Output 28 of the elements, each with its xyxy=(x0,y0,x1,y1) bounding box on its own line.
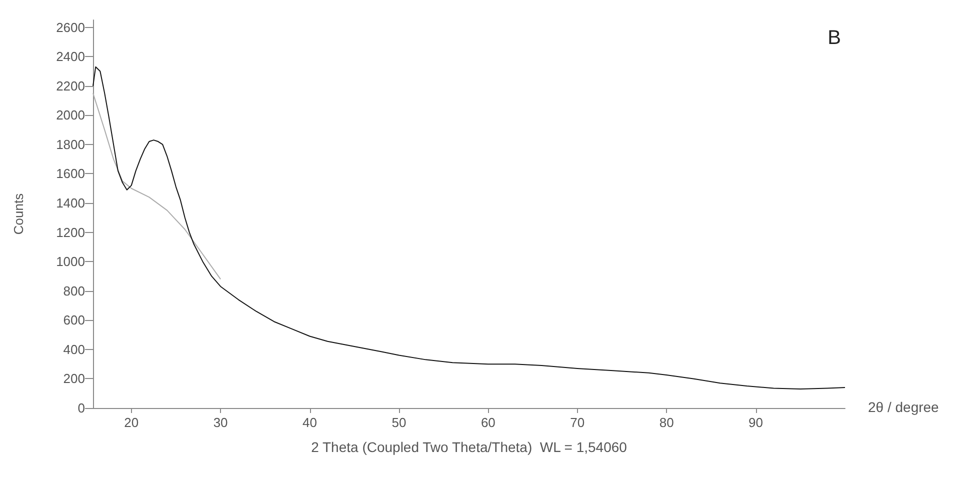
x-tick-label: 70 xyxy=(570,415,585,430)
x-tick-label: 90 xyxy=(748,415,764,430)
x-axis-title: 2 Theta (Coupled Two Theta/Theta) WL = 1,54060 xyxy=(311,439,628,455)
y-tick-label: 2400 xyxy=(56,49,85,64)
x-tick-label: 60 xyxy=(480,415,496,430)
annotation: B xyxy=(828,27,842,49)
y-tick-label: 2000 xyxy=(56,108,85,123)
y-tick-label: 200 xyxy=(63,371,85,386)
x-tick-label: 40 xyxy=(302,415,318,430)
y-tick-label: 800 xyxy=(63,283,85,298)
y-tick-label: 400 xyxy=(63,342,85,357)
y-tick-label: 0 xyxy=(78,400,85,416)
text: 2θ / degree xyxy=(868,399,940,415)
y-tick-label: 1000 xyxy=(56,254,85,270)
y-tick-label: 600 xyxy=(63,312,85,328)
y-tick-label: 1600 xyxy=(56,166,85,182)
x-tick-label: 30 xyxy=(213,415,228,430)
y-tick-label: 2600 xyxy=(56,20,85,35)
y-axis-title: Counts xyxy=(11,192,26,235)
y-tick-label: 1400 xyxy=(56,196,85,211)
x-tick-label: 50 xyxy=(392,415,406,430)
y-tick-label: 1200 xyxy=(56,224,85,240)
x-tick-label: 20 xyxy=(124,415,139,430)
y-tick-label: 2200 xyxy=(56,78,85,94)
line-series xyxy=(92,66,846,390)
line-series xyxy=(92,92,222,280)
y-tick-label: 1800 xyxy=(56,136,85,152)
x-tick-label: 80 xyxy=(659,415,674,430)
